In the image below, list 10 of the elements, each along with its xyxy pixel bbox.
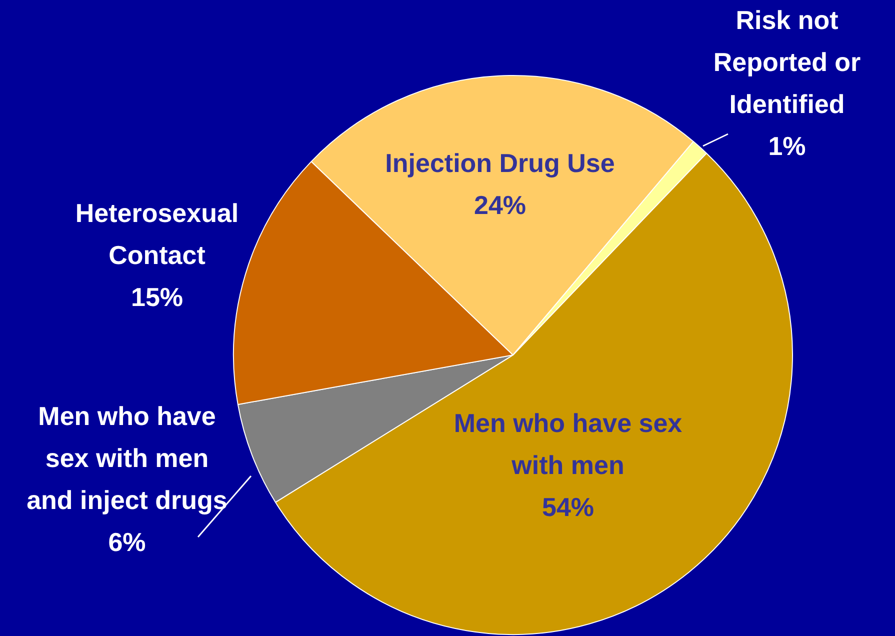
data-label: 6% — [108, 527, 146, 558]
data-label: 1% — [768, 131, 806, 162]
data-label: 24% — [474, 190, 526, 220]
data-label: 15% — [130, 282, 184, 312]
slice-label: Men who have sex with men and inject drugs — [26, 401, 228, 516]
slice-label: Risk not Reported or Identified — [713, 5, 861, 120]
data-label: 54% — [542, 492, 594, 522]
slice-label: Heterosexual Contact — [75, 198, 239, 270]
slice-label: Injection Drug Use — [385, 148, 615, 178]
slice-label: Men who have sex with men — [454, 408, 683, 480]
